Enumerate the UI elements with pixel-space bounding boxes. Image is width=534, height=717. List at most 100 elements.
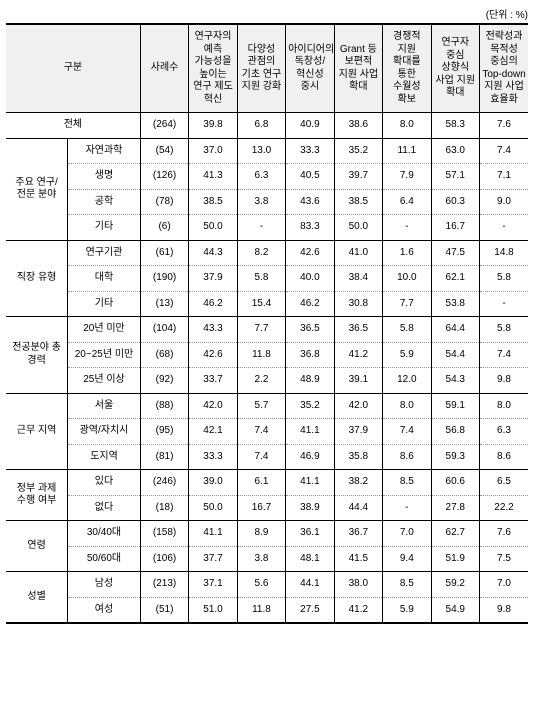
row-label: 자연과학: [68, 138, 141, 164]
data-cell: 8.6: [383, 444, 431, 470]
data-cell: 36.8: [286, 342, 334, 368]
data-cell: 7.4: [480, 138, 529, 164]
data-cell: 6.8: [237, 113, 285, 139]
data-cell: (54): [140, 138, 188, 164]
data-cell: (88): [140, 393, 188, 419]
data-cell: 40.9: [286, 113, 334, 139]
data-cell: 5.6: [237, 572, 285, 598]
data-cell: 7.7: [237, 317, 285, 343]
data-cell: 50.0: [334, 215, 382, 241]
data-cell: 46.9: [286, 444, 334, 470]
data-cell: 83.3: [286, 215, 334, 241]
data-cell: 5.7: [237, 393, 285, 419]
data-cell: 35.2: [286, 393, 334, 419]
row-label: 남성: [68, 572, 141, 598]
data-cell: 50.0: [189, 215, 237, 241]
data-cell: 56.8: [431, 419, 479, 445]
header-col: 연구자 중심 상향식 사업 지원 확대: [431, 24, 479, 113]
data-cell: 41.2: [334, 342, 382, 368]
data-cell: 44.1: [286, 572, 334, 598]
data-cell: -: [383, 215, 431, 241]
data-cell: (158): [140, 521, 188, 547]
data-cell: 16.7: [431, 215, 479, 241]
data-cell: 40.0: [286, 266, 334, 292]
data-cell: 54.9: [431, 597, 479, 623]
data-cell: (264): [140, 113, 188, 139]
data-cell: 7.7: [383, 291, 431, 317]
data-cell: 46.2: [189, 291, 237, 317]
row-label: 연구기관: [68, 240, 141, 266]
data-cell: 43.6: [286, 189, 334, 215]
data-cell: 7.4: [480, 342, 529, 368]
data-cell: 35.8: [334, 444, 382, 470]
header-col: 연구자의 예측 가능성을 높이는 연구 제도 혁신: [189, 24, 237, 113]
data-cell: -: [480, 291, 529, 317]
data-cell: 53.8: [431, 291, 479, 317]
data-cell: 7.4: [237, 444, 285, 470]
data-cell: 8.0: [383, 393, 431, 419]
row-label: 서울: [68, 393, 141, 419]
data-cell: 3.8: [237, 546, 285, 572]
data-cell: 2.2: [237, 368, 285, 394]
data-cell: 37.9: [334, 419, 382, 445]
data-cell: 6.3: [237, 164, 285, 190]
data-cell: 42.0: [334, 393, 382, 419]
data-cell: 42.0: [189, 393, 237, 419]
row-label: 광역/자치시: [68, 419, 141, 445]
data-cell: 8.9: [237, 521, 285, 547]
data-cell: 37.9: [189, 266, 237, 292]
data-cell: (6): [140, 215, 188, 241]
data-cell: 39.0: [189, 470, 237, 496]
row-label: 50/60대: [68, 546, 141, 572]
data-cell: 38.4: [334, 266, 382, 292]
data-cell: 42.6: [286, 240, 334, 266]
data-cell: 7.6: [480, 113, 529, 139]
data-cell: 16.7: [237, 495, 285, 521]
data-cell: 5.9: [383, 342, 431, 368]
data-cell: 35.2: [334, 138, 382, 164]
data-cell: 38.5: [334, 189, 382, 215]
data-cell: 48.9: [286, 368, 334, 394]
data-cell: 44.4: [334, 495, 382, 521]
data-cell: 8.0: [383, 113, 431, 139]
header-col: 사례수: [140, 24, 188, 113]
data-cell: 62.1: [431, 266, 479, 292]
data-cell: 38.9: [286, 495, 334, 521]
data-cell: 41.1: [189, 521, 237, 547]
data-cell: 36.1: [286, 521, 334, 547]
data-cell: 41.0: [334, 240, 382, 266]
data-cell: 41.5: [334, 546, 382, 572]
data-cell: (68): [140, 342, 188, 368]
data-cell: 8.0: [480, 393, 529, 419]
group-header: 직장 유형: [6, 240, 68, 317]
data-cell: 62.7: [431, 521, 479, 547]
group-header: 성별: [6, 572, 68, 624]
data-cell: 37.0: [189, 138, 237, 164]
header-col: 다양성 관점의 기초 연구 지원 강화: [237, 24, 285, 113]
data-cell: 5.8: [237, 266, 285, 292]
data-cell: (104): [140, 317, 188, 343]
data-cell: 9.8: [480, 368, 529, 394]
data-cell: (126): [140, 164, 188, 190]
data-cell: 30.8: [334, 291, 382, 317]
data-cell: 5.9: [383, 597, 431, 623]
data-cell: (61): [140, 240, 188, 266]
data-cell: 38.2: [334, 470, 382, 496]
row-label: 도지역: [68, 444, 141, 470]
header-col: 경쟁적 지원 확대를 통한 수월성 확보: [383, 24, 431, 113]
data-cell: 8.5: [383, 470, 431, 496]
data-cell: 50.0: [189, 495, 237, 521]
data-cell: -: [480, 215, 529, 241]
data-cell: 58.3: [431, 113, 479, 139]
data-cell: 42.1: [189, 419, 237, 445]
row-label: 생명: [68, 164, 141, 190]
data-cell: 6.4: [383, 189, 431, 215]
data-cell: 36.5: [286, 317, 334, 343]
data-cell: 11.8: [237, 342, 285, 368]
data-cell: 33.7: [189, 368, 237, 394]
data-cell: 3.8: [237, 189, 285, 215]
row-label: 30/40대: [68, 521, 141, 547]
data-cell: 40.5: [286, 164, 334, 190]
data-cell: 51.9: [431, 546, 479, 572]
row-label: 기타: [68, 215, 141, 241]
